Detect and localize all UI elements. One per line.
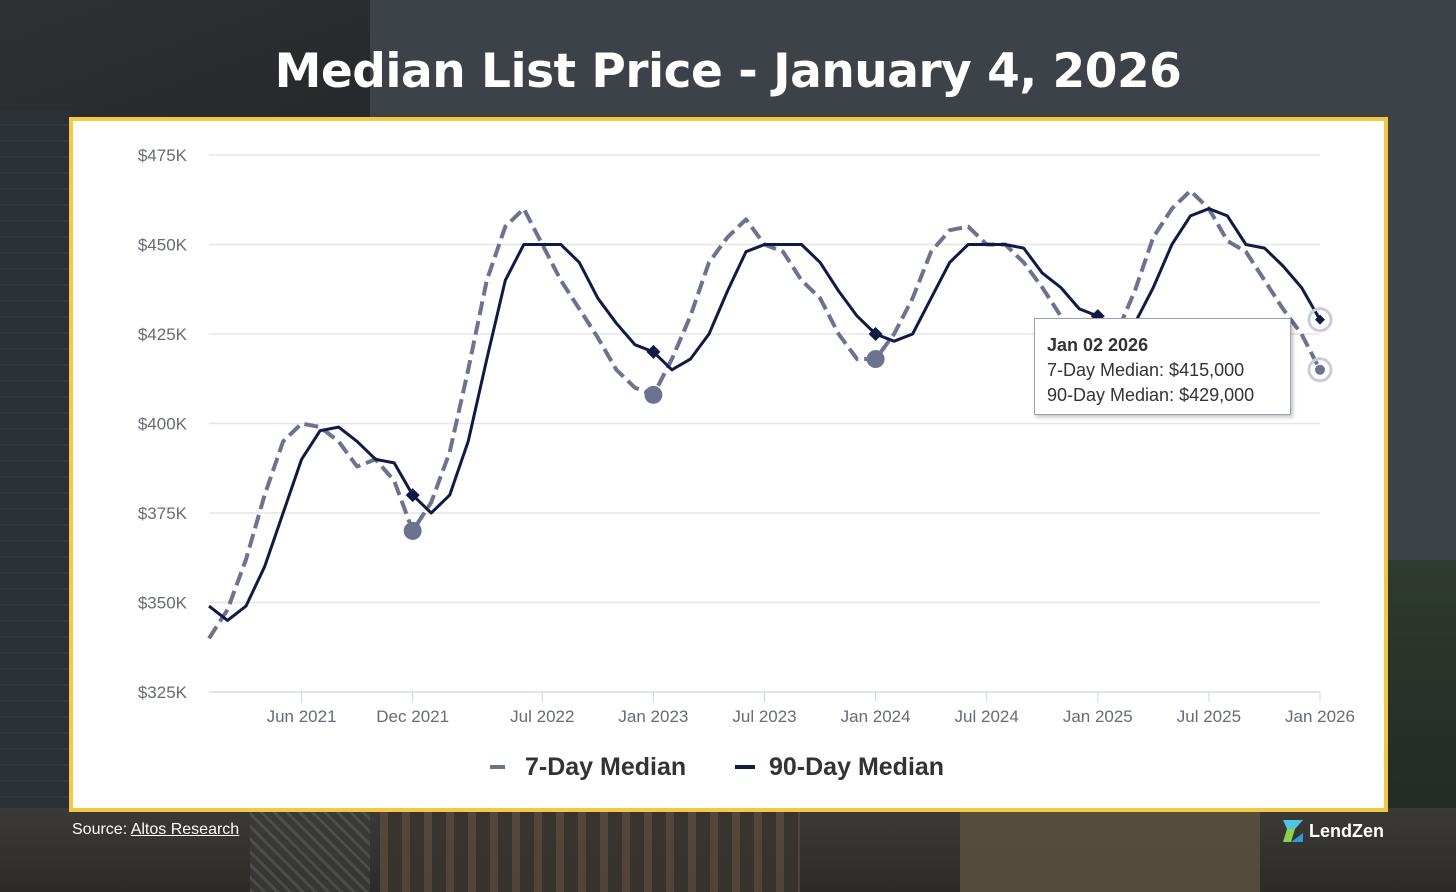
x-tick-label: Jan 2026 bbox=[1285, 707, 1355, 726]
background-house bbox=[960, 812, 1260, 892]
source-credit: Source: Altos Research bbox=[72, 821, 239, 839]
x-tick-label: Jan 2024 bbox=[841, 707, 911, 726]
tooltip-seven-day: 7-Day Median: $415,000 bbox=[1047, 360, 1245, 380]
chart-legend: 7-Day Median 90-Day Median bbox=[490, 753, 944, 781]
x-tick-label: Jul 2022 bbox=[510, 707, 574, 726]
tooltip-ninety-day: 90-Day Median: $429,000 bbox=[1047, 385, 1255, 405]
y-tick-label: $450K bbox=[138, 236, 188, 255]
tooltip-date: Jan 02 2026 bbox=[1047, 335, 1149, 355]
line-chart: $325K $350K $375K $400K $425K $450K $475K Jun … bbox=[138, 146, 1355, 781]
hover-halo bbox=[1307, 307, 1333, 333]
brand-name: LendZen bbox=[1309, 820, 1384, 841]
y-tick-label: $475K bbox=[138, 146, 188, 165]
chart-panel: $325K $350K $375K $400K $425K $450K $475K Jun … bbox=[69, 117, 1388, 812]
marker-90-day bbox=[405, 488, 420, 503]
background-siding bbox=[0, 110, 70, 892]
x-tick-label: Jan 2023 bbox=[618, 707, 688, 726]
x-tick-label: Dec 2021 bbox=[376, 707, 449, 726]
source-prefix: Source: bbox=[72, 821, 131, 838]
marker-7-day bbox=[1315, 364, 1325, 375]
marker-90-day bbox=[1315, 314, 1325, 325]
lendzen-logo-icon bbox=[1283, 820, 1303, 842]
x-tick-label: Jul 2025 bbox=[1177, 707, 1241, 726]
marker-7-day bbox=[403, 521, 422, 540]
hover-halo bbox=[1307, 357, 1333, 383]
y-tick-label: $325K bbox=[138, 683, 188, 702]
y-tick-label: $350K bbox=[138, 594, 188, 613]
x-tick-label: Jan 2025 bbox=[1063, 707, 1133, 726]
page-title: Median List Price - January 4, 2026 bbox=[274, 44, 1182, 99]
marker-90-day bbox=[646, 344, 661, 359]
marker-7-day bbox=[866, 350, 885, 369]
y-axis: $325K $350K $375K $400K $425K $450K $475K bbox=[138, 146, 188, 702]
y-tick-label: $400K bbox=[138, 415, 188, 434]
x-tick-label: Jul 2023 bbox=[732, 707, 796, 726]
legend-label-7-day[interactable]: 7-Day Median bbox=[525, 753, 686, 781]
y-tick-label: $375K bbox=[138, 504, 188, 523]
background-lattice bbox=[250, 812, 370, 892]
legend-label-90-day[interactable]: 90-Day Median bbox=[769, 753, 944, 781]
marker-90-day bbox=[868, 327, 883, 341]
x-tick-label: Jun 2021 bbox=[267, 707, 337, 726]
x-axis: Jun 2021 Dec 2021 Jul 2022 Jan 2023 Jul 2023… bbox=[209, 691, 1355, 726]
brand-logo: LendZen bbox=[1283, 820, 1384, 842]
background-railing bbox=[380, 812, 800, 892]
marker-7-day bbox=[644, 385, 663, 404]
source-link[interactable]: Altos Research bbox=[130, 821, 240, 838]
gridlines bbox=[209, 154, 1320, 693]
x-tick-label: Jul 2024 bbox=[955, 707, 1019, 726]
y-tick-label: $425K bbox=[138, 325, 188, 344]
background-roof bbox=[0, 0, 370, 120]
chart-tooltip: Jan 02 2026 7-Day Median: $415,000 90-Da… bbox=[1034, 318, 1291, 415]
